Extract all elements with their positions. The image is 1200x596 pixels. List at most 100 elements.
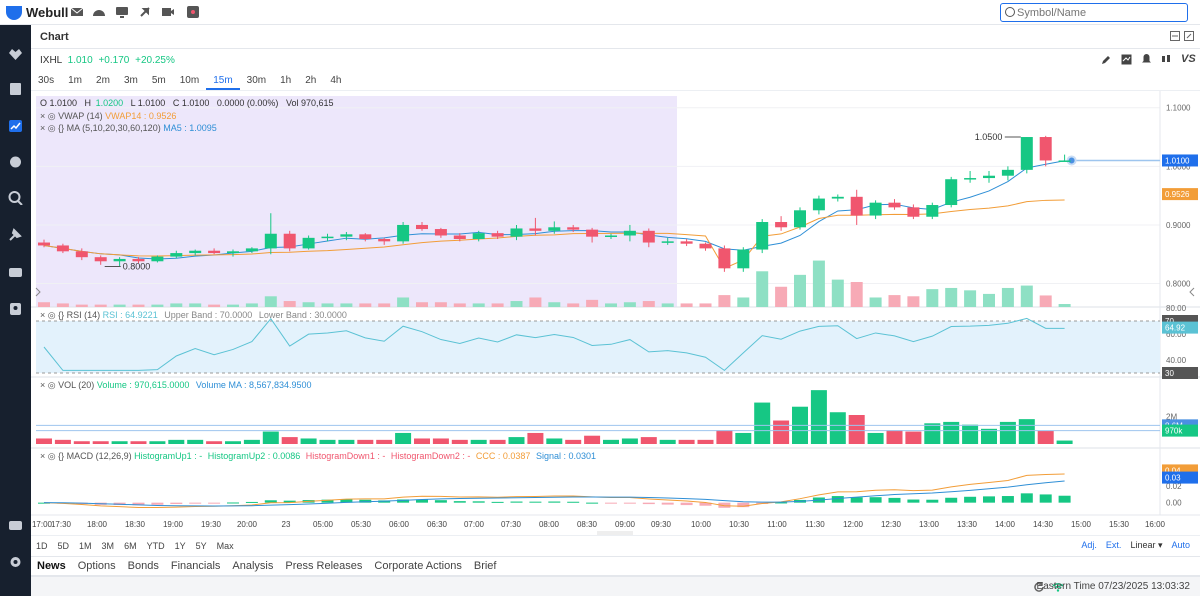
volume-bar — [36, 438, 52, 444]
message-icon[interactable] — [8, 519, 23, 533]
interval-30m[interactable]: 30m — [246, 75, 267, 86]
tab-corporate-actions[interactable]: Corporate Actions — [374, 560, 462, 572]
indicator-icon[interactable] — [1121, 54, 1132, 65]
document-icon[interactable] — [8, 82, 23, 96]
alert-bell-icon[interactable] — [1141, 53, 1152, 65]
chart-svg[interactable]: 1.0500 0.8000 1.1000 1.0000 0.9000 0.8000 1.0… — [31, 91, 1200, 535]
low-annotation: 0.8000 — [123, 262, 151, 272]
notes-icon[interactable] — [186, 5, 200, 19]
tab-analysis[interactable]: Analysis — [232, 560, 274, 572]
interval-3m[interactable]: 3m — [123, 75, 138, 86]
time-tick: 17:30 — [51, 520, 72, 529]
macd-signal-tag-bg — [1162, 471, 1198, 484]
range-5y[interactable]: 5Y — [195, 541, 207, 551]
interval-30s[interactable]: 30s — [38, 75, 55, 86]
macd-histogram-bar — [132, 502, 145, 506]
scroll-right-icon[interactable] — [1189, 287, 1195, 297]
ma-legend[interactable]: × ◎ {} MA (5,10,20,30,60,120) MA5 : 1.00… — [40, 123, 217, 133]
range-1y[interactable]: 1Y — [174, 541, 186, 551]
chart-area[interactable]: 1.0500 0.8000 1.1000 1.0000 0.9000 0.8000 1.0… — [31, 91, 1200, 535]
compare-vs-icon[interactable]: VS — [1181, 53, 1196, 65]
rsi-legend[interactable]: × ◎ {} RSI (14) RSI : 64.9221 Upper Band… — [40, 310, 347, 320]
vol-legend[interactable]: × ◎ VOL (20) Volume : 970,615.0000 Volum… — [40, 380, 312, 390]
scale-select[interactable]: Linear ▾ — [1130, 540, 1163, 550]
range-3m[interactable]: 3M — [101, 541, 115, 551]
time-tick: 18:00 — [87, 520, 108, 529]
tab-options[interactable]: Options — [77, 560, 116, 572]
range-1m[interactable]: 1M — [79, 541, 92, 551]
interval-10m[interactable]: 10m — [179, 75, 200, 86]
macd-histogram-bar — [586, 502, 599, 504]
interval-4h[interactable]: 4h — [330, 75, 342, 86]
price-tick: 1.0000 — [1166, 162, 1191, 171]
volume-bar — [735, 432, 752, 444]
volume-overlay-bar — [831, 279, 844, 307]
rsi-tick: 40.00 — [1166, 356, 1187, 365]
wallet-icon[interactable] — [8, 265, 23, 279]
time-tick: 13:00 — [919, 520, 940, 529]
range-6m[interactable]: 6M — [124, 541, 137, 551]
macd-histogram-bar — [926, 499, 939, 503]
interval-2h[interactable]: 2h — [305, 75, 317, 86]
interval-5m[interactable]: 5m — [151, 75, 166, 86]
vwap-legend[interactable]: × ◎ VWAP (14) VWAP14 : 0.9526 — [40, 111, 176, 121]
volume-overlay-bar — [378, 303, 391, 307]
account-icon[interactable] — [8, 302, 23, 316]
tab-news[interactable]: News — [37, 560, 66, 572]
candle-body — [888, 202, 901, 208]
interval-1m[interactable]: 1m — [68, 75, 83, 86]
trade-icon[interactable] — [8, 228, 23, 242]
speed-icon[interactable] — [92, 5, 106, 19]
macd-signal: Signal : 0.0301 — [536, 451, 596, 461]
candle-body — [623, 230, 636, 236]
volume-bar — [697, 439, 714, 444]
monitor-icon[interactable] — [115, 5, 129, 19]
macd-legend[interactable]: × ◎ {} MACD (12,26,9) HistogramUp1 : - H… — [40, 451, 596, 461]
watchlist-icon[interactable] — [8, 47, 23, 61]
candle-body — [75, 251, 88, 258]
symbol-search[interactable] — [1000, 3, 1188, 22]
maximize-icon[interactable] — [1184, 31, 1194, 41]
price-current-tag: 1.0100 — [1165, 156, 1190, 165]
interval-2m[interactable]: 2m — [96, 75, 110, 86]
volume-overlay-bar — [38, 302, 50, 307]
collapse-handle[interactable] — [597, 531, 633, 535]
settings-gear-icon[interactable] — [8, 555, 23, 569]
candle-body — [397, 224, 410, 242]
screener-icon[interactable] — [8, 191, 23, 205]
adj-toggle[interactable]: Adj. — [1081, 540, 1097, 550]
chart-icon[interactable] — [8, 119, 23, 133]
candle-type-icon[interactable] — [1161, 53, 1172, 65]
rocket-icon[interactable] — [138, 5, 152, 19]
volume-bar — [848, 415, 865, 444]
chart-tab-title[interactable]: Chart — [40, 31, 69, 43]
range-5d[interactable]: 5D — [57, 541, 70, 551]
scroll-left-icon[interactable] — [35, 287, 41, 297]
interval-15m[interactable]: 15m — [206, 71, 240, 90]
macd-histogram-bar — [1039, 494, 1052, 503]
tab-financials[interactable]: Financials — [170, 560, 221, 572]
range-1d[interactable]: 1D — [36, 541, 48, 551]
volume-overlay-bar — [1020, 285, 1033, 307]
macd-histogram-bar — [567, 501, 580, 503]
ext-toggle[interactable]: Ext. — [1105, 540, 1122, 550]
search-input[interactable] — [1017, 5, 1185, 20]
pencil-icon[interactable] — [1101, 55, 1111, 65]
quote-line: IXHL 1.010 +0.170 +20.25% — [40, 55, 175, 66]
mail-icon[interactable] — [70, 5, 84, 19]
minimize-icon[interactable] — [1170, 31, 1180, 41]
tab-brief[interactable]: Brief — [473, 560, 497, 572]
interval-1h[interactable]: 1h — [280, 75, 292, 86]
volume-overlay-bar — [227, 304, 239, 307]
volume-overlay-bar — [850, 282, 863, 307]
range-ytd[interactable]: YTD — [146, 541, 165, 551]
video-icon[interactable] — [161, 5, 175, 19]
volume-bar — [678, 439, 695, 444]
refresh-icon[interactable] — [1033, 581, 1045, 593]
auto-scale-toggle[interactable]: Auto — [1171, 540, 1190, 550]
globe-icon[interactable] — [8, 155, 23, 169]
tab-press-releases[interactable]: Press Releases — [285, 560, 363, 572]
range-max[interactable]: Max — [216, 541, 234, 551]
tab-bonds[interactable]: Bonds — [127, 560, 159, 572]
volume-overlay-bar — [340, 303, 353, 307]
